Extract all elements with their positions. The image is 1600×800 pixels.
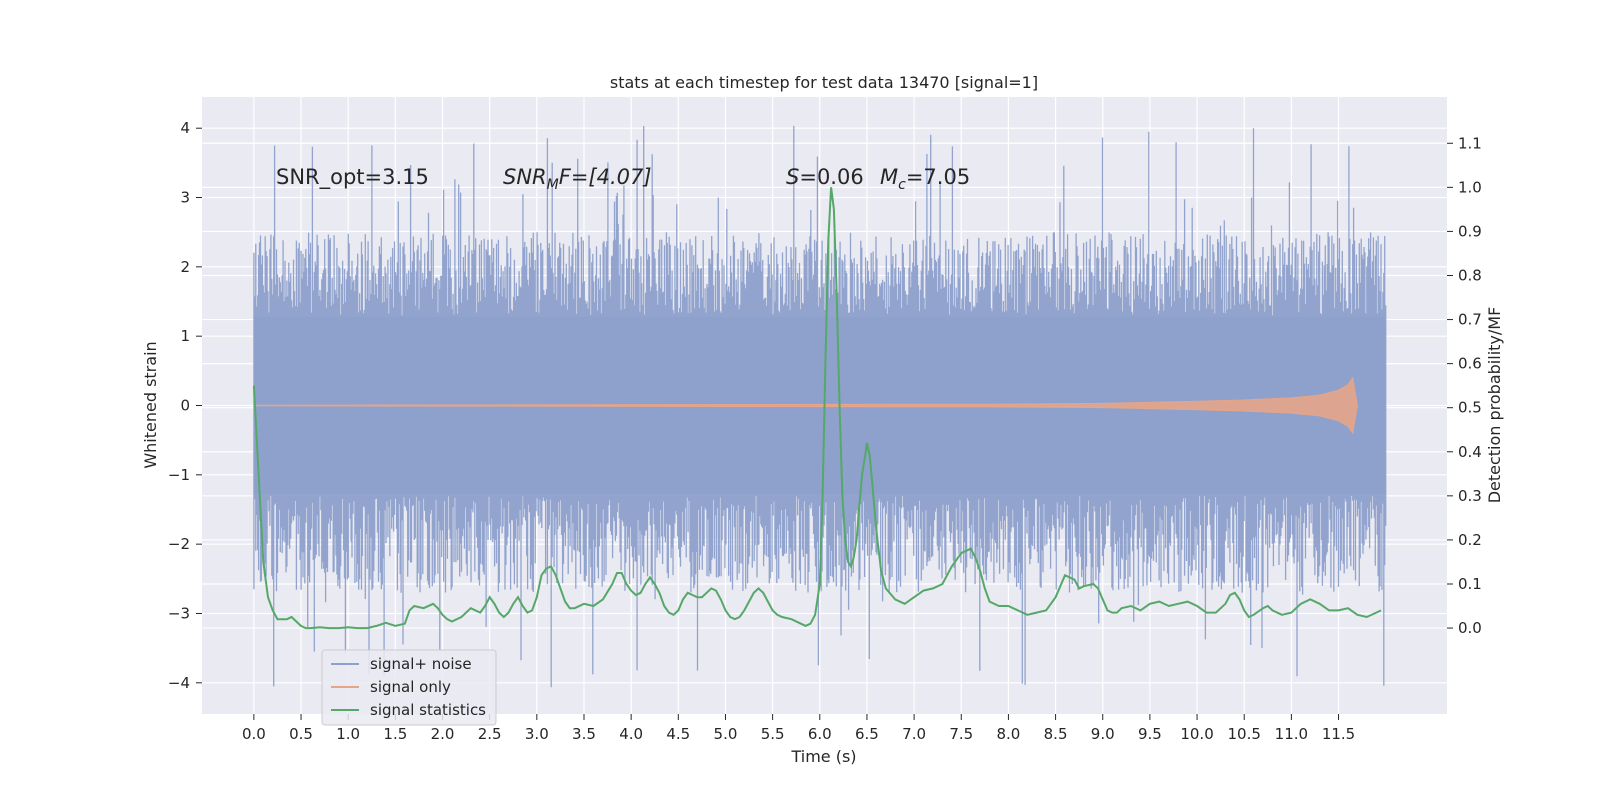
- legend-label-signal-statistics: signal statistics: [370, 701, 486, 719]
- y-right-tick-label: 0.1: [1458, 575, 1482, 593]
- snr-mf-base: SNR: [503, 165, 547, 189]
- y-left-tick-label: −1: [168, 466, 190, 484]
- plot-area: [252, 125, 1387, 688]
- y-left-tick-label: 0: [180, 397, 190, 415]
- annotation-mc: Mc=7.05: [880, 165, 970, 193]
- y-left-ticks: 4 3 2 1 0 −1 −2 −3 −4: [168, 119, 202, 692]
- x-axis-label: Time (s): [790, 747, 856, 766]
- x-tick-label: 5.0: [714, 725, 738, 743]
- x-tick-label: 4.0: [619, 725, 643, 743]
- s-italic: S: [786, 165, 799, 189]
- x-tick-label: 3.5: [572, 725, 596, 743]
- series-line-signal-statistics: [252, 187, 1382, 630]
- x-tick-label: 0.0: [242, 725, 266, 743]
- x-tick-label: 5.5: [761, 725, 785, 743]
- y-right-tick-label: 0.7: [1458, 311, 1482, 329]
- x-tick-label: 10.5: [1228, 725, 1261, 743]
- s-value: =0.06: [799, 165, 863, 189]
- legend-label-signal-plus-noise: signal+ noise: [370, 655, 472, 673]
- x-tick-label: 4.5: [666, 725, 690, 743]
- annotation-snr-mf: SNRMF=[4.07]: [503, 165, 652, 193]
- y-right-tick-label: 0.6: [1458, 355, 1482, 373]
- x-tick-label: 11.0: [1275, 725, 1308, 743]
- y-left-tick-label: 2: [180, 258, 190, 276]
- chart-title: stats at each timestep for test data 134…: [610, 73, 1038, 92]
- annotation-s: S=0.06: [786, 165, 864, 189]
- legend: signal+ noise signal only signal statist…: [321, 649, 497, 726]
- y-axis-left-label: Whitened strain: [141, 341, 160, 468]
- snr-mf-f: F=[4.07]: [559, 165, 652, 189]
- y-left-tick-label: −2: [168, 535, 190, 553]
- series-line-signal-only: [253, 376, 1358, 435]
- x-tick-label: 2.0: [431, 725, 455, 743]
- x-tick-label: 6.0: [808, 725, 832, 743]
- x-tick-label: 1.0: [336, 725, 360, 743]
- legend-label-signal-only: signal only: [370, 678, 451, 696]
- y-right-tick-label: 0.4: [1458, 443, 1482, 461]
- y-right-tick-label: 0.5: [1458, 399, 1482, 417]
- y-left-tick-label: −3: [168, 604, 190, 622]
- series-line-signal-plus-noise: [253, 125, 1387, 688]
- x-tick-label: 9.5: [1138, 725, 1162, 743]
- mc-sub: c: [898, 177, 906, 193]
- x-tick-label: 2.5: [478, 725, 502, 743]
- mc-base: M: [880, 165, 898, 189]
- x-tick-label: 8.5: [1044, 725, 1068, 743]
- x-tick-label: 11.5: [1322, 725, 1355, 743]
- y-left-tick-label: 4: [180, 119, 190, 137]
- y-axis-right-label: Detection probability/MF: [1485, 307, 1504, 504]
- annotation-snr-opt: SNR_opt=3.15: [276, 165, 429, 190]
- y-right-tick-label: 0.9: [1458, 222, 1482, 240]
- y-right-tick-label: 0.0: [1458, 619, 1482, 637]
- snr-mf-sub: M: [547, 177, 559, 193]
- x-tick-label: 9.0: [1091, 725, 1115, 743]
- x-tick-label: 7.5: [949, 725, 973, 743]
- x-tick-label: 6.5: [855, 725, 879, 743]
- y-right-tick-label: 0.2: [1458, 531, 1482, 549]
- y-left-tick-label: 1: [180, 327, 190, 345]
- mc-value: =7.05: [906, 165, 970, 189]
- x-tick-label: 1.5: [383, 725, 407, 743]
- legend-box: [321, 649, 497, 726]
- y-right-tick-label: 0.3: [1458, 487, 1482, 505]
- y-left-tick-label: −4: [168, 674, 190, 692]
- x-tick-label: 10.0: [1180, 725, 1213, 743]
- x-tick-label: 3.0: [525, 725, 549, 743]
- x-ticks: 0.0 0.5 1.0 1.5 2.0 2.5 3.0 3.5 4.0 4.5 5.0 5.5 6.0 6…: [242, 714, 1355, 743]
- y-right-tick-label: 1.1: [1458, 134, 1482, 152]
- y-right-tick-label: 0.8: [1458, 266, 1482, 284]
- x-tick-label: 7.0: [902, 725, 926, 743]
- x-tick-label: 8.0: [996, 725, 1020, 743]
- y-right-tick-label: 1.0: [1458, 178, 1482, 196]
- y-left-tick-label: 3: [180, 189, 190, 207]
- x-tick-label: 0.5: [289, 725, 313, 743]
- y-right-ticks: 1.1 1.0 0.9 0.8 0.7 0.6 0.5 0.4 0.3 0.2 0.1 0.0: [1447, 134, 1482, 637]
